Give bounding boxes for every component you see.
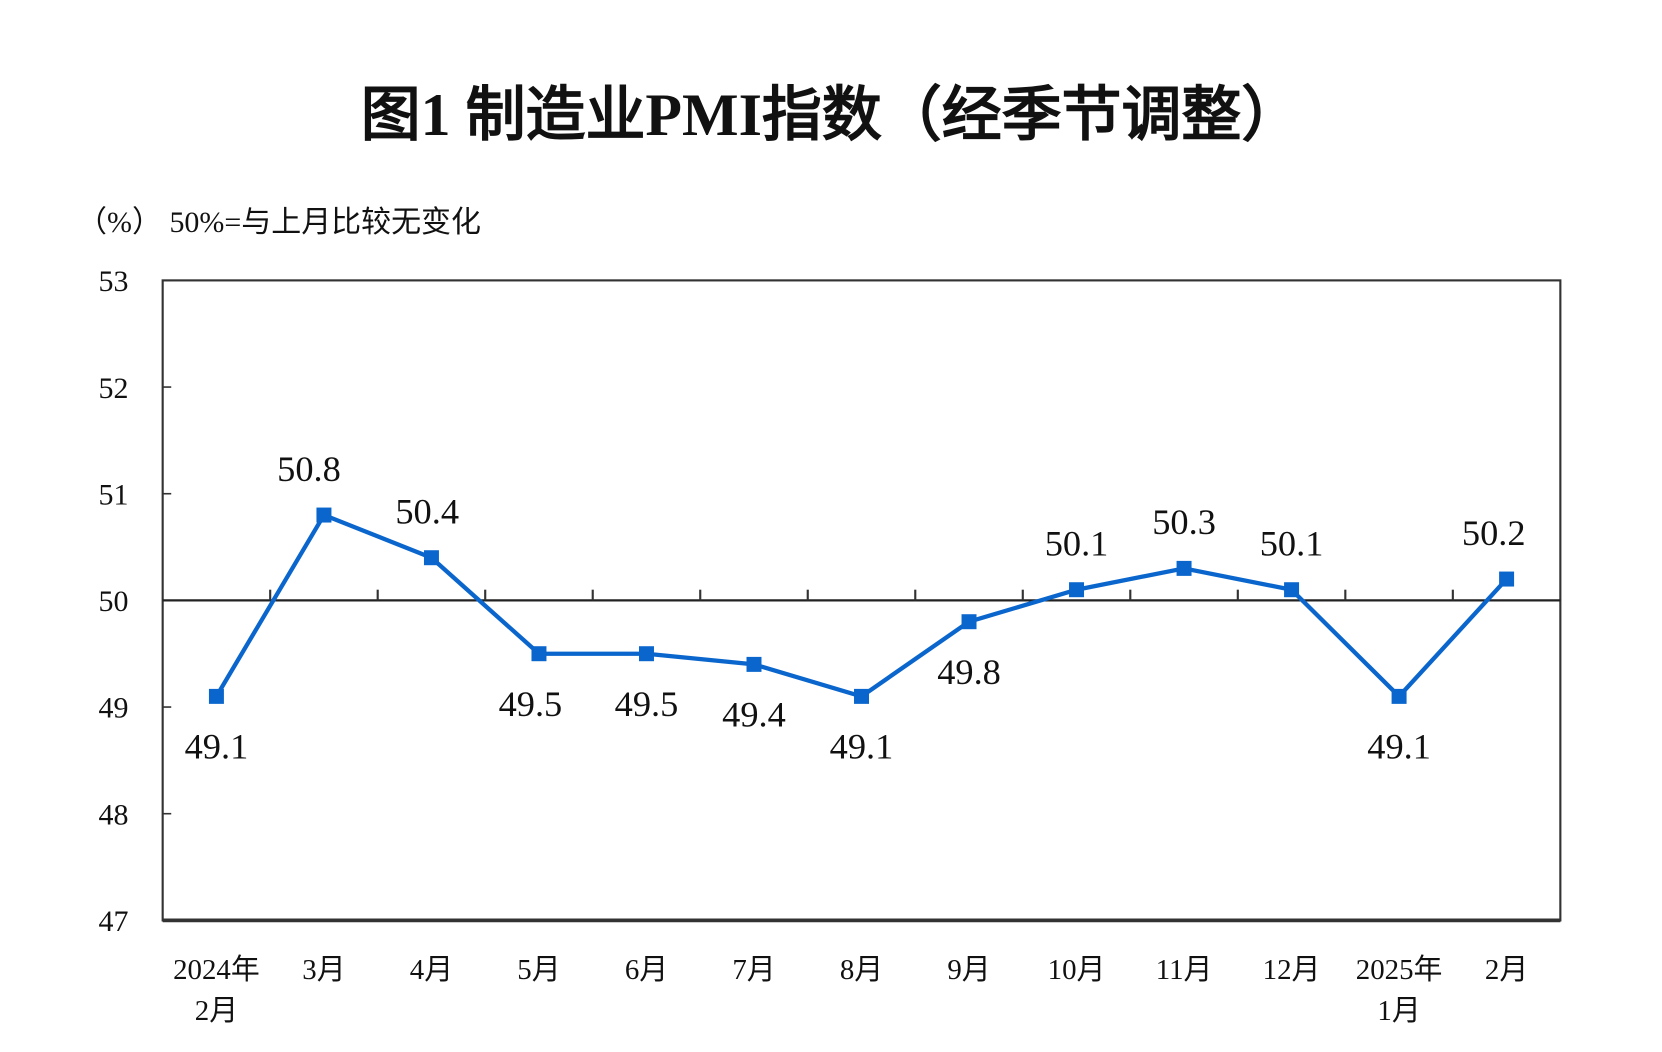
data-label: 49.1 [185,726,249,766]
x-tick-label: 10月 [1048,954,1106,986]
data-label: 50.1 [1045,523,1109,563]
data-point [1391,688,1407,704]
data-point [746,656,762,672]
x-tick-label: 2024年 [173,954,260,986]
data-label: 50.2 [1462,513,1526,553]
data-point [961,614,977,630]
y-tick-label: 53 [98,265,128,298]
data-label: 50.4 [395,491,459,531]
y-axis-label: （%） 50%=与上月比较无变化 [77,206,482,240]
y-tick-label: 51 [98,478,128,511]
data-point [1176,560,1192,576]
data-label: 50.8 [277,449,341,489]
x-tick-label: 2月 [1485,954,1528,986]
data-label: 49.4 [722,694,786,734]
data-point [423,550,439,566]
data-label: 49.5 [499,684,563,724]
x-tick-label: 8月 [840,954,883,986]
x-tick-label: 9月 [947,954,990,986]
y-tick-label: 50 [98,585,128,618]
x-tick-label: 11月 [1156,954,1213,986]
data-label: 49.8 [937,652,1001,692]
data-label: 49.1 [830,726,894,766]
data-label: 49.5 [615,684,679,724]
y-tick-label: 47 [98,905,128,938]
data-point [316,507,332,523]
chart-title: 图1 制造业PMI指数（经季节调整） [360,82,1302,149]
x-tick-label: 6月 [625,954,668,986]
data-point [1069,582,1085,598]
y-tick-label: 48 [98,798,128,831]
data-point [531,646,547,662]
data-label: 49.1 [1367,726,1431,766]
data-label: 50.3 [1152,502,1216,542]
x-tick-label: 7月 [732,954,775,986]
x-tick-label: 12月 [1263,954,1321,986]
data-point [638,646,654,662]
x-tick-label: 2025年 [1356,954,1443,986]
data-point [1284,582,1300,598]
data-point [854,688,870,704]
x-tick-label: 2月 [195,995,238,1027]
x-tick-label: 4月 [410,954,453,986]
data-point [1499,571,1515,587]
y-tick-label: 52 [98,372,128,405]
x-tick-label: 3月 [302,954,345,986]
x-tick-label: 5月 [517,954,560,986]
x-tick-label: 1月 [1377,995,1420,1027]
y-tick-label: 49 [98,692,128,725]
data-label: 50.1 [1260,523,1324,563]
data-point [208,688,224,704]
